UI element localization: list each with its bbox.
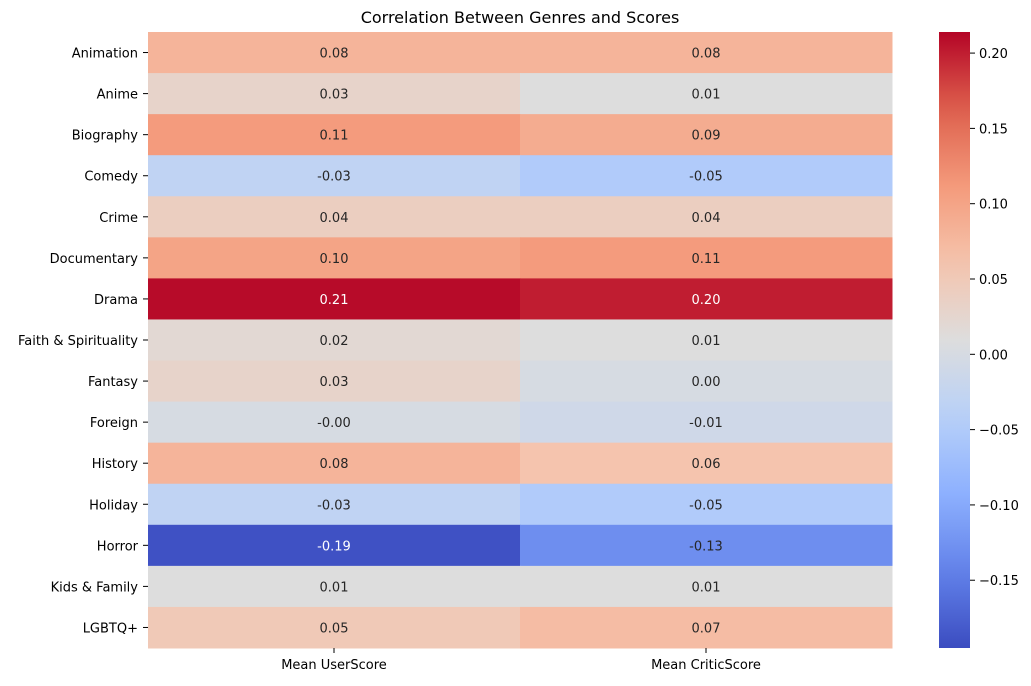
- heatmap-cell: [148, 319, 521, 362]
- row-label: Kids & Family: [51, 580, 139, 595]
- heatmap-cell: [520, 32, 893, 74]
- row-label: Foreign: [90, 416, 138, 431]
- colorbar-tick-label: 0.10: [979, 198, 1008, 213]
- cell-value-label: 0.11: [320, 129, 349, 144]
- cell-value-label: 0.03: [320, 375, 349, 390]
- cell-value-label: 0.01: [692, 334, 721, 349]
- row-label: Drama: [94, 293, 138, 308]
- cell-value-label: 0.06: [692, 457, 721, 472]
- row-label: Animation: [72, 47, 138, 62]
- heatmap-cell: [148, 73, 521, 115]
- colorbar-tick-label: 0.15: [979, 122, 1008, 137]
- heatmap-cell: [148, 401, 521, 444]
- heatmap-cell: [148, 32, 521, 74]
- heatmap-cell: [148, 483, 521, 526]
- cell-value-label: 0.09: [692, 129, 721, 144]
- row-label: LGBTQ+: [83, 621, 138, 636]
- heatmap-cell: [520, 319, 893, 362]
- cell-value-label: 0.02: [320, 334, 349, 349]
- heatmap-cell: [520, 524, 893, 567]
- heatmap-cells: 0.08 0.08 0.03 0.01 0.11 0.09 -0.03 -0.05 0.04 0.…: [148, 32, 893, 649]
- heatmap-cell: [520, 278, 893, 320]
- cell-value-label: -0.03: [317, 170, 351, 185]
- cell-value-label: -0.05: [689, 498, 723, 513]
- heatmap-cell: [148, 237, 521, 279]
- column-label: Mean UserScore: [281, 658, 387, 673]
- heatmap-cell: [520, 73, 893, 115]
- heatmap-cell: [520, 401, 893, 444]
- cell-value-label: 0.01: [692, 580, 721, 595]
- cell-value-label: 0.05: [320, 621, 349, 636]
- heatmap-cell: [148, 360, 521, 403]
- colorbar: 0.20 0.15 0.10 0.05 0.00 −0.05 −0.10 −0.15: [939, 32, 1019, 648]
- cell-value-label: -0.01: [689, 416, 723, 431]
- cell-value-label: 0.01: [320, 580, 349, 595]
- heatmap-cell: [520, 565, 893, 608]
- heatmap-cell: [520, 237, 893, 279]
- row-label: Biography: [72, 129, 139, 144]
- colorbar-tick-label: −0.05: [979, 424, 1019, 439]
- heatmap-cell: [148, 442, 521, 485]
- cell-value-label: -0.13: [689, 539, 723, 554]
- cell-value-label: -0.03: [317, 498, 351, 513]
- chart-title: Correlation Between Genres and Scores: [361, 8, 680, 27]
- cell-value-label: -0.19: [317, 539, 351, 554]
- cell-value-label: 0.08: [692, 47, 721, 62]
- cell-value-label: -0.05: [689, 170, 723, 185]
- cell-value-label: 0.03: [320, 88, 349, 103]
- cell-value-label: 0.08: [320, 47, 349, 62]
- row-label: Comedy: [84, 170, 138, 185]
- heatmap-cell: [520, 155, 893, 197]
- heatmap-cell: [148, 524, 521, 567]
- heatmap-cell: [520, 442, 893, 485]
- heatmap-cell: [148, 565, 521, 608]
- row-label: Documentary: [50, 252, 139, 267]
- row-label: Holiday: [89, 498, 138, 513]
- cell-value-label: 0.21: [320, 293, 349, 308]
- heatmap-cell: [520, 606, 893, 649]
- colorbar-gradient: [939, 32, 970, 648]
- cell-value-label: -0.00: [317, 416, 351, 431]
- colorbar-tick-label: −0.10: [979, 499, 1019, 514]
- cell-value-label: 0.07: [692, 621, 721, 636]
- heatmap-cell: [520, 483, 893, 526]
- row-label: Fantasy: [88, 375, 138, 390]
- heatmap-cell: [148, 278, 521, 320]
- cell-value-label: 0.00: [692, 375, 721, 390]
- cell-value-label: 0.20: [692, 293, 721, 308]
- column-label: Mean CriticScore: [651, 658, 761, 673]
- row-label: Faith & Spirituality: [18, 334, 138, 349]
- colorbar-tick-label: −0.15: [979, 574, 1019, 589]
- cell-value-label: 0.04: [692, 211, 721, 226]
- colorbar-tick-label: 0.00: [979, 348, 1008, 363]
- heatmap-cell: [148, 155, 521, 197]
- cell-value-label: 0.08: [320, 457, 349, 472]
- row-label: Horror: [97, 539, 139, 554]
- cell-value-label: 0.10: [320, 252, 349, 267]
- colorbar-tick-label: 0.05: [979, 273, 1008, 288]
- heatmap-cell: [520, 360, 893, 403]
- cell-value-label: 0.01: [692, 88, 721, 103]
- cell-value-label: 0.04: [320, 211, 349, 226]
- row-label: Crime: [99, 211, 138, 226]
- row-label: Anime: [97, 88, 138, 103]
- heatmap-cell: [148, 196, 521, 238]
- heatmap-cell: [520, 196, 893, 238]
- heatmap-cell: [520, 114, 893, 156]
- row-labels: Animation Anime Biography Comedy Crime Docume…: [18, 47, 148, 636]
- colorbar-tick-label: 0.20: [979, 47, 1008, 62]
- cell-value-label: 0.11: [692, 252, 721, 267]
- heatmap-cell: [148, 114, 521, 156]
- column-labels: Mean UserScore Mean CriticScore: [281, 648, 761, 673]
- heatmap-cell: [148, 606, 521, 649]
- row-label: History: [92, 457, 139, 472]
